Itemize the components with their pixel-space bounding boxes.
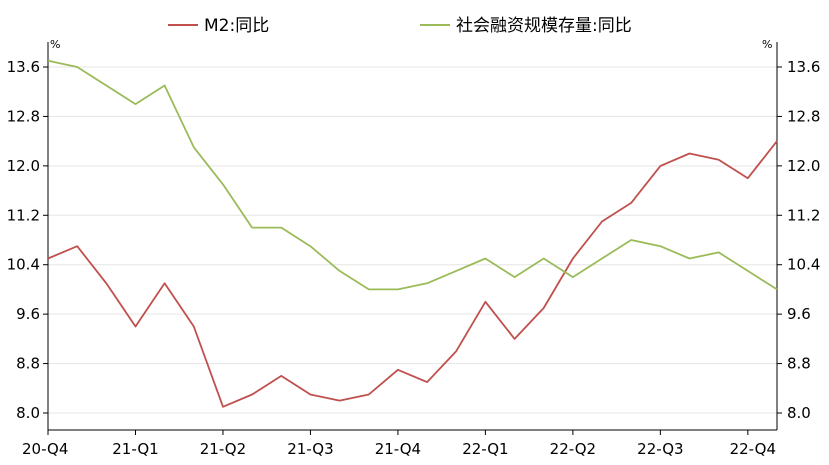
right-axis-unit: %	[762, 38, 772, 51]
right-tick-label: 12.8	[787, 107, 820, 125]
left-tick-label: 10.4	[7, 256, 40, 274]
right-tick-label: 8.8	[787, 355, 811, 373]
x-tick-label: 22-Q3	[637, 440, 683, 458]
right-tick-label: 13.6	[787, 58, 820, 76]
x-tick-label: 20-Q4	[22, 440, 68, 458]
x-axis: 20-Q4 21-Q1 21-Q2 21-Q3 21-Q4 22-Q1 22-Q2 22-Q3…	[22, 430, 776, 458]
x-tick-label: 21-Q4	[375, 440, 421, 458]
x-tick-label: 22-Q1	[462, 440, 508, 458]
right-tick-label: 11.2	[787, 206, 820, 224]
x-tick-label: 21-Q1	[112, 440, 158, 458]
left-tick-label: 12.8	[7, 107, 40, 125]
left-y-axis: 8.0 8.8 9.6 10.4 11.2 12.0 12.8 13.6	[7, 58, 48, 422]
series-line-social-financing[interactable]	[47, 59, 778, 291]
x-tick-label: 21-Q3	[287, 440, 333, 458]
left-tick-label: 8.8	[16, 355, 40, 373]
legend-entry-m2[interactable]: M2:同比	[168, 16, 269, 36]
legend: M2:同比 社会融资规模存量:同比	[168, 16, 632, 36]
legend-label-social-financing: 社会融资规模存量:同比	[456, 16, 632, 36]
x-tick-label: 22-Q2	[550, 440, 596, 458]
left-tick-label: 13.6	[7, 58, 40, 76]
left-tick-label: 8.0	[16, 404, 40, 422]
legend-entry-social-financing[interactable]: 社会融资规模存量:同比	[420, 16, 632, 36]
right-tick-label: 8.0	[787, 404, 811, 422]
series-lines	[47, 59, 778, 408]
x-tick-label: 21-Q2	[200, 440, 246, 458]
left-tick-label: 12.0	[7, 157, 40, 175]
gridlines	[48, 66, 777, 414]
right-tick-label: 9.6	[787, 305, 811, 323]
right-tick-label: 10.4	[787, 256, 820, 274]
right-tick-label: 12.0	[787, 157, 820, 175]
axes	[47, 42, 778, 431]
left-axis-unit: %	[50, 38, 60, 51]
left-tick-label: 9.6	[16, 305, 40, 323]
legend-label-m2: M2:同比	[204, 16, 269, 36]
right-y-axis: 8.0 8.8 9.6 10.4 11.2 12.0 12.8 13.6	[777, 58, 820, 422]
x-tick-label: 22-Q4	[730, 440, 776, 458]
series-line-m2[interactable]	[47, 140, 778, 408]
left-tick-label: 11.2	[7, 206, 40, 224]
